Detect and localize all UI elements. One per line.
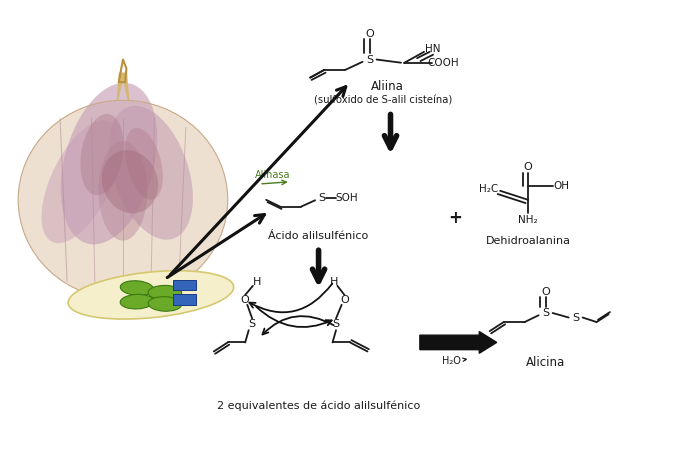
FancyBboxPatch shape <box>174 294 195 305</box>
FancyBboxPatch shape <box>174 280 195 291</box>
Text: Ácido alilsulfénico: Ácido alilsulfénico <box>268 231 369 241</box>
Ellipse shape <box>102 150 158 213</box>
FancyArrow shape <box>420 331 497 353</box>
Ellipse shape <box>80 114 124 195</box>
Ellipse shape <box>120 281 153 296</box>
Text: NH₂: NH₂ <box>518 215 538 225</box>
Text: 2 equivalentes de ácido alilsulfénico: 2 equivalentes de ácido alilsulfénico <box>217 400 420 411</box>
Text: Aliina: Aliina <box>370 80 403 93</box>
Text: S: S <box>572 312 579 322</box>
Ellipse shape <box>109 106 193 240</box>
Ellipse shape <box>68 271 234 319</box>
Text: Dehidroalanina: Dehidroalanina <box>486 236 570 246</box>
Text: O: O <box>524 162 533 172</box>
Ellipse shape <box>148 286 181 300</box>
Text: +: + <box>448 209 462 227</box>
Text: H: H <box>253 277 261 287</box>
Text: S: S <box>318 192 326 202</box>
Text: O: O <box>241 295 250 306</box>
Text: (sulfóxido de S-alil cisteína): (sulfóxido de S-alil cisteína) <box>314 95 453 105</box>
Text: O: O <box>340 295 349 306</box>
Text: S: S <box>366 54 373 64</box>
Text: SOH: SOH <box>335 192 358 202</box>
Text: Alicina: Alicina <box>526 356 565 369</box>
Text: H: H <box>330 277 338 287</box>
Text: Alinasa: Alinasa <box>256 170 291 180</box>
Text: H₂O: H₂O <box>442 355 461 365</box>
Ellipse shape <box>61 83 158 244</box>
Ellipse shape <box>120 294 154 309</box>
Text: H₂C: H₂C <box>479 184 498 194</box>
Text: HN: HN <box>425 44 440 54</box>
Text: S: S <box>332 319 340 329</box>
Ellipse shape <box>18 100 227 300</box>
Text: OH: OH <box>553 181 569 191</box>
Ellipse shape <box>41 120 120 243</box>
Ellipse shape <box>99 141 148 241</box>
Ellipse shape <box>148 296 181 311</box>
Text: O: O <box>541 287 550 297</box>
Text: S: S <box>248 319 256 329</box>
Text: S: S <box>542 308 550 318</box>
Polygon shape <box>118 73 129 100</box>
Text: COOH: COOH <box>427 58 458 68</box>
Ellipse shape <box>125 128 163 199</box>
Text: O: O <box>365 29 374 39</box>
